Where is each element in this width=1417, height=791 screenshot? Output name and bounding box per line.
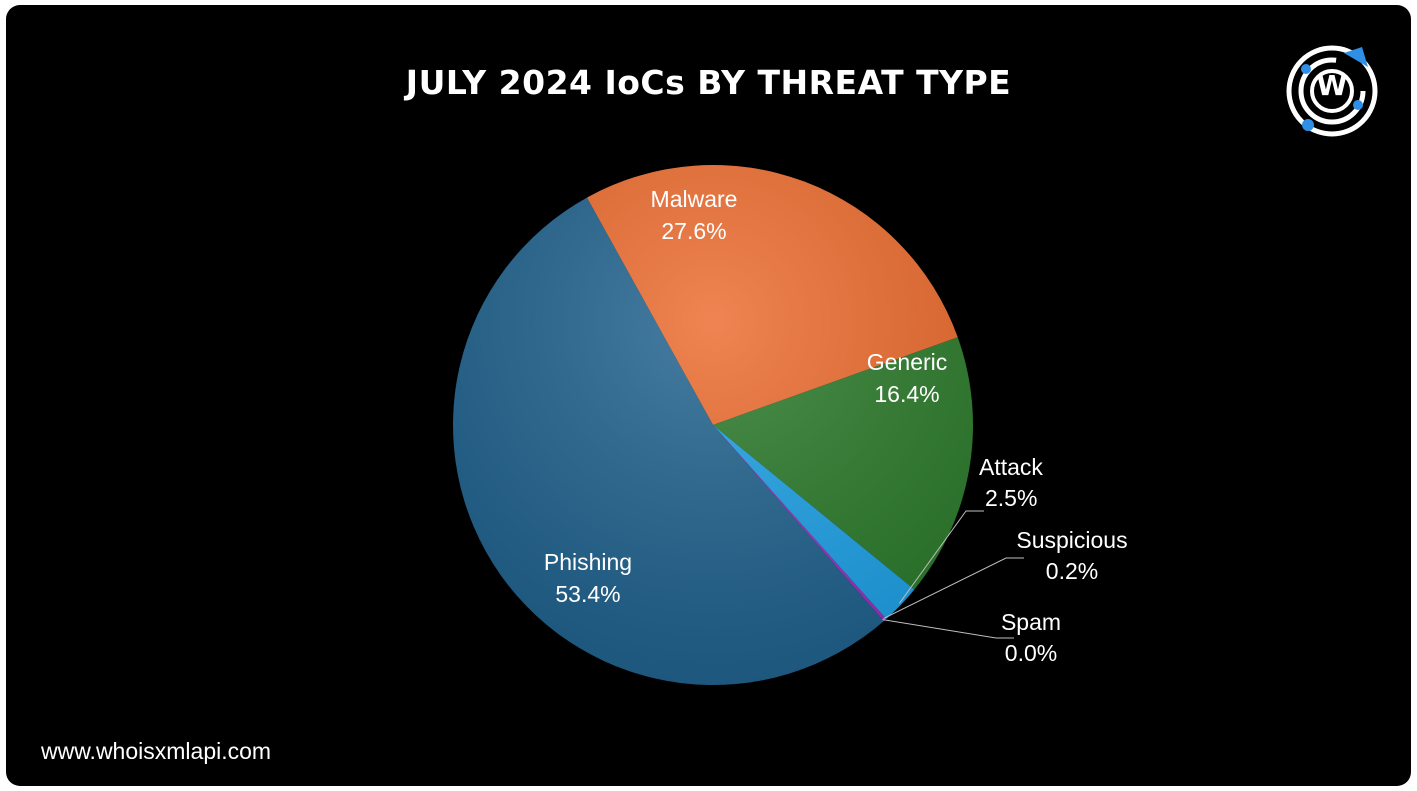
slice-percent-attack: 2.5% [985, 485, 1037, 511]
chart-card: JULY 2024 IoCs BY THREAT TYPE Malware 27.… [6, 5, 1411, 786]
slice-percent-spam: 0.0% [1005, 640, 1057, 666]
pie-shading [453, 165, 973, 685]
pie-chart: Malware 27.6% Generic 16.4% Attack 2.5% Suspic… [453, 165, 1128, 685]
slice-percent-generic: 16.4% [874, 381, 939, 407]
slice-name-spam: Spam [1001, 609, 1061, 635]
slice-percent-malware: 27.6% [661, 218, 726, 244]
slice-name-attack: Attack [979, 454, 1043, 480]
logo-letter: W [1316, 69, 1348, 102]
chart-title: JULY 2024 IoCs BY THREAT TYPE [405, 63, 1012, 102]
leader-line-spam [882, 619, 1014, 639]
slice-percent-suspicious: 0.2% [1046, 558, 1098, 584]
slice-name-phishing: Phishing [544, 549, 632, 575]
slice-name-suspicious: Suspicious [1016, 527, 1127, 553]
website-url: www.whoisxmlapi.com [41, 738, 272, 764]
leader-line-suspicious [883, 557, 1024, 619]
leader-line-attack [899, 510, 984, 604]
slice-name-generic: Generic [867, 349, 948, 375]
whoisxmlapi-logo-icon: W [1282, 41, 1382, 141]
slice-percent-phishing: 53.4% [555, 581, 620, 607]
slice-name-malware: Malware [651, 186, 738, 212]
